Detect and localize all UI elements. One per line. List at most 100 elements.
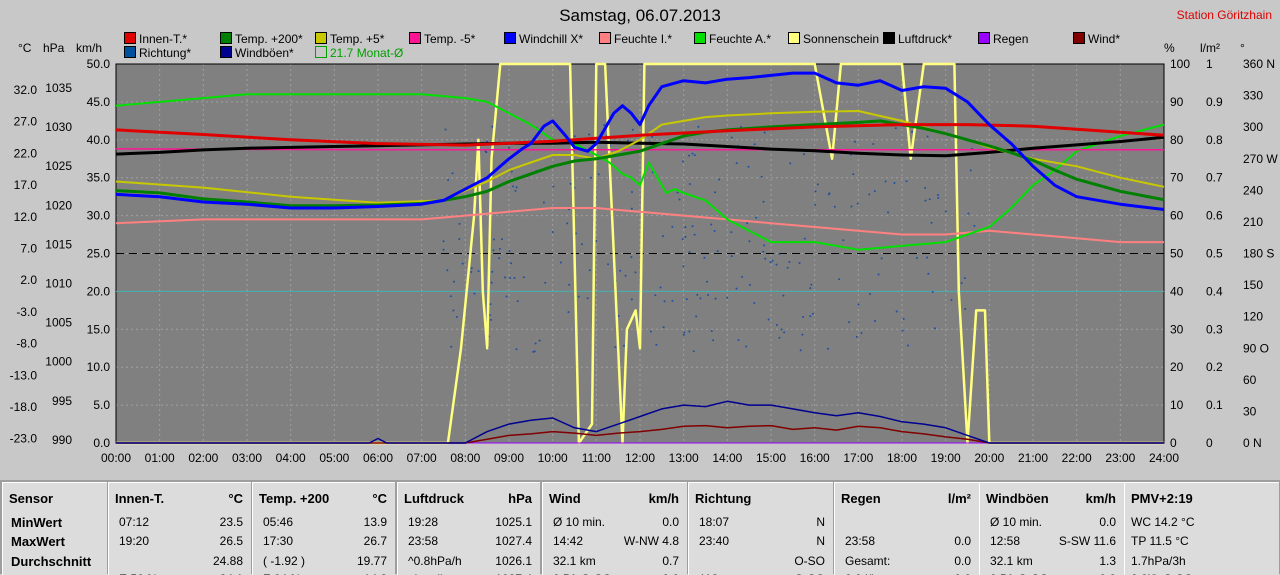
direction-point: [451, 172, 454, 175]
tick-label-temp: -8.0: [16, 337, 37, 351]
table-cell: 23:40: [699, 534, 730, 548]
direction-point: [771, 259, 774, 262]
direction-point: [682, 265, 685, 268]
direction-point: [630, 298, 633, 301]
tick-label-time: 23:00: [1105, 451, 1135, 465]
tick-label-temp: 22.0: [14, 146, 38, 160]
direction-point: [470, 271, 473, 274]
direction-point: [927, 272, 930, 275]
direction-point: [498, 247, 501, 250]
tick-label-wind: 50.0: [87, 57, 111, 71]
legend-label: Windböen*: [235, 46, 294, 60]
direction-point: [969, 169, 972, 172]
direction-point: [511, 185, 514, 188]
tick-label-direction: 180 S: [1243, 247, 1274, 261]
tick-label-humidity: 100: [1170, 57, 1190, 71]
direction-point: [838, 278, 841, 281]
series-line: [116, 424, 1164, 444]
tick-label-wind: 5.0: [93, 398, 110, 412]
direction-point: [710, 223, 713, 226]
legend-swatch: [788, 32, 800, 44]
direction-point: [607, 263, 610, 266]
direction-point: [713, 229, 716, 232]
direction-point: [762, 250, 765, 253]
table-cell: 19:20: [119, 534, 150, 548]
direction-point: [450, 345, 453, 348]
tick-label-time: 04:00: [276, 451, 306, 465]
direction-point: [693, 233, 696, 236]
direction-point: [493, 238, 496, 241]
direction-point: [763, 244, 766, 247]
direction-point: [973, 224, 976, 227]
table-column: Luftdruck hPa 19:28 1025.1 23:58 1027.4 ^0.8hP…: [397, 482, 540, 575]
legend-label: Luftdruck*: [898, 32, 953, 46]
tick-label-humidity: 60: [1170, 209, 1184, 223]
direction-point: [678, 198, 681, 201]
direction-point: [655, 343, 658, 346]
row-label: Durchschnitt: [11, 554, 92, 569]
direction-point: [470, 267, 473, 270]
tick-label-direction: 300: [1243, 120, 1263, 134]
tick-label-temp: 12.0: [14, 210, 38, 224]
direction-point: [688, 154, 691, 157]
tick-label-wind: 20.0: [87, 284, 111, 298]
direction-point: [651, 135, 654, 138]
direction-point: [801, 333, 804, 336]
legend-label: 21.7 Monat-Ø: [330, 46, 404, 60]
direction-point: [778, 252, 781, 255]
direction-point: [603, 123, 606, 126]
legend-item: Innen-T.*: [124, 32, 187, 46]
tick-label-time: 17:00: [843, 451, 873, 465]
tick-label-humidity: 50: [1170, 247, 1184, 261]
unit-wind: km/h: [76, 41, 103, 55]
tick-label-direction: 360 N: [1243, 57, 1275, 71]
legend-label: Temp. +200*: [235, 32, 303, 46]
direction-point: [446, 269, 449, 272]
direction-point: [963, 277, 966, 280]
table-cell: 23.5: [219, 515, 243, 529]
direction-point: [827, 347, 830, 350]
direction-point: [682, 160, 685, 163]
direction-point: [574, 232, 577, 235]
direction-point: [789, 162, 792, 165]
tick-label-rain: 0.7: [1206, 171, 1223, 185]
direction-point: [510, 262, 513, 265]
direction-point: [504, 276, 507, 279]
table-cell: 0.0: [662, 515, 679, 529]
direction-point: [842, 239, 845, 242]
direction-point: [595, 239, 598, 242]
tick-label-pressure: 995: [52, 394, 72, 408]
direction-point: [924, 186, 927, 189]
column-unit: l/m²: [947, 491, 971, 506]
table-cell: 1.7hPa/3h: [1131, 554, 1186, 568]
tick-label-rain: 0.9: [1206, 95, 1223, 109]
tick-label-rain: 0.6: [1206, 209, 1223, 223]
legend-swatch: [1073, 32, 1085, 44]
direction-point: [458, 238, 461, 241]
tick-label-rain: 0.8: [1206, 133, 1223, 147]
direction-point: [484, 150, 487, 153]
direction-point: [933, 327, 936, 330]
table-cell: 07:12: [119, 515, 150, 529]
legend-item: Sonnenschein: [788, 32, 879, 46]
direction-point: [967, 212, 970, 215]
tick-label-time: 05:00: [319, 451, 349, 465]
tick-label-time: 22:00: [1062, 451, 1092, 465]
direction-point: [624, 274, 627, 277]
table-cell: TP 11.5 °C: [1131, 534, 1189, 548]
tick-label-humidity: 30: [1170, 322, 1184, 336]
table-cell: 0.0: [954, 554, 971, 568]
table-cell: N: [816, 515, 825, 529]
direction-point: [775, 263, 778, 266]
tick-label-wind: 30.0: [87, 209, 111, 223]
direction-point: [500, 238, 503, 241]
direction-point: [622, 344, 625, 347]
table-cell: 0.0: [1099, 515, 1116, 529]
direction-point: [856, 202, 859, 205]
direction-point: [894, 127, 897, 130]
direction-point: [855, 335, 858, 338]
direction-point: [814, 203, 817, 206]
direction-point: [510, 170, 513, 173]
